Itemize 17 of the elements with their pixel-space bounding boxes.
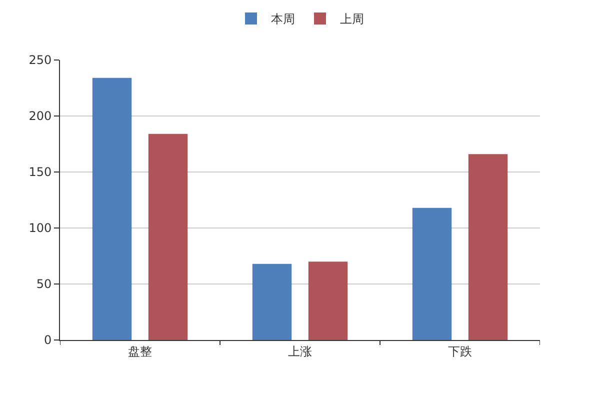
y-tick-label: 150 — [28, 165, 52, 180]
x-tick-label: 下跌 — [448, 344, 472, 358]
bar — [412, 208, 452, 340]
y-tick-label: 50 — [36, 277, 52, 292]
legend-label: 上周 — [340, 12, 364, 26]
bar — [148, 134, 188, 340]
y-tick-label: 100 — [28, 221, 52, 236]
x-tick-label: 上涨 — [288, 344, 312, 358]
bar — [468, 154, 508, 340]
bar — [252, 264, 292, 340]
y-tick-label: 250 — [28, 53, 52, 68]
legend-label: 本周 — [271, 12, 295, 26]
y-tick-label: 200 — [28, 109, 52, 124]
x-tick-label: 盘整 — [128, 344, 152, 358]
y-tick-label: 0 — [44, 333, 52, 348]
bar — [308, 262, 348, 340]
bar — [92, 78, 132, 340]
